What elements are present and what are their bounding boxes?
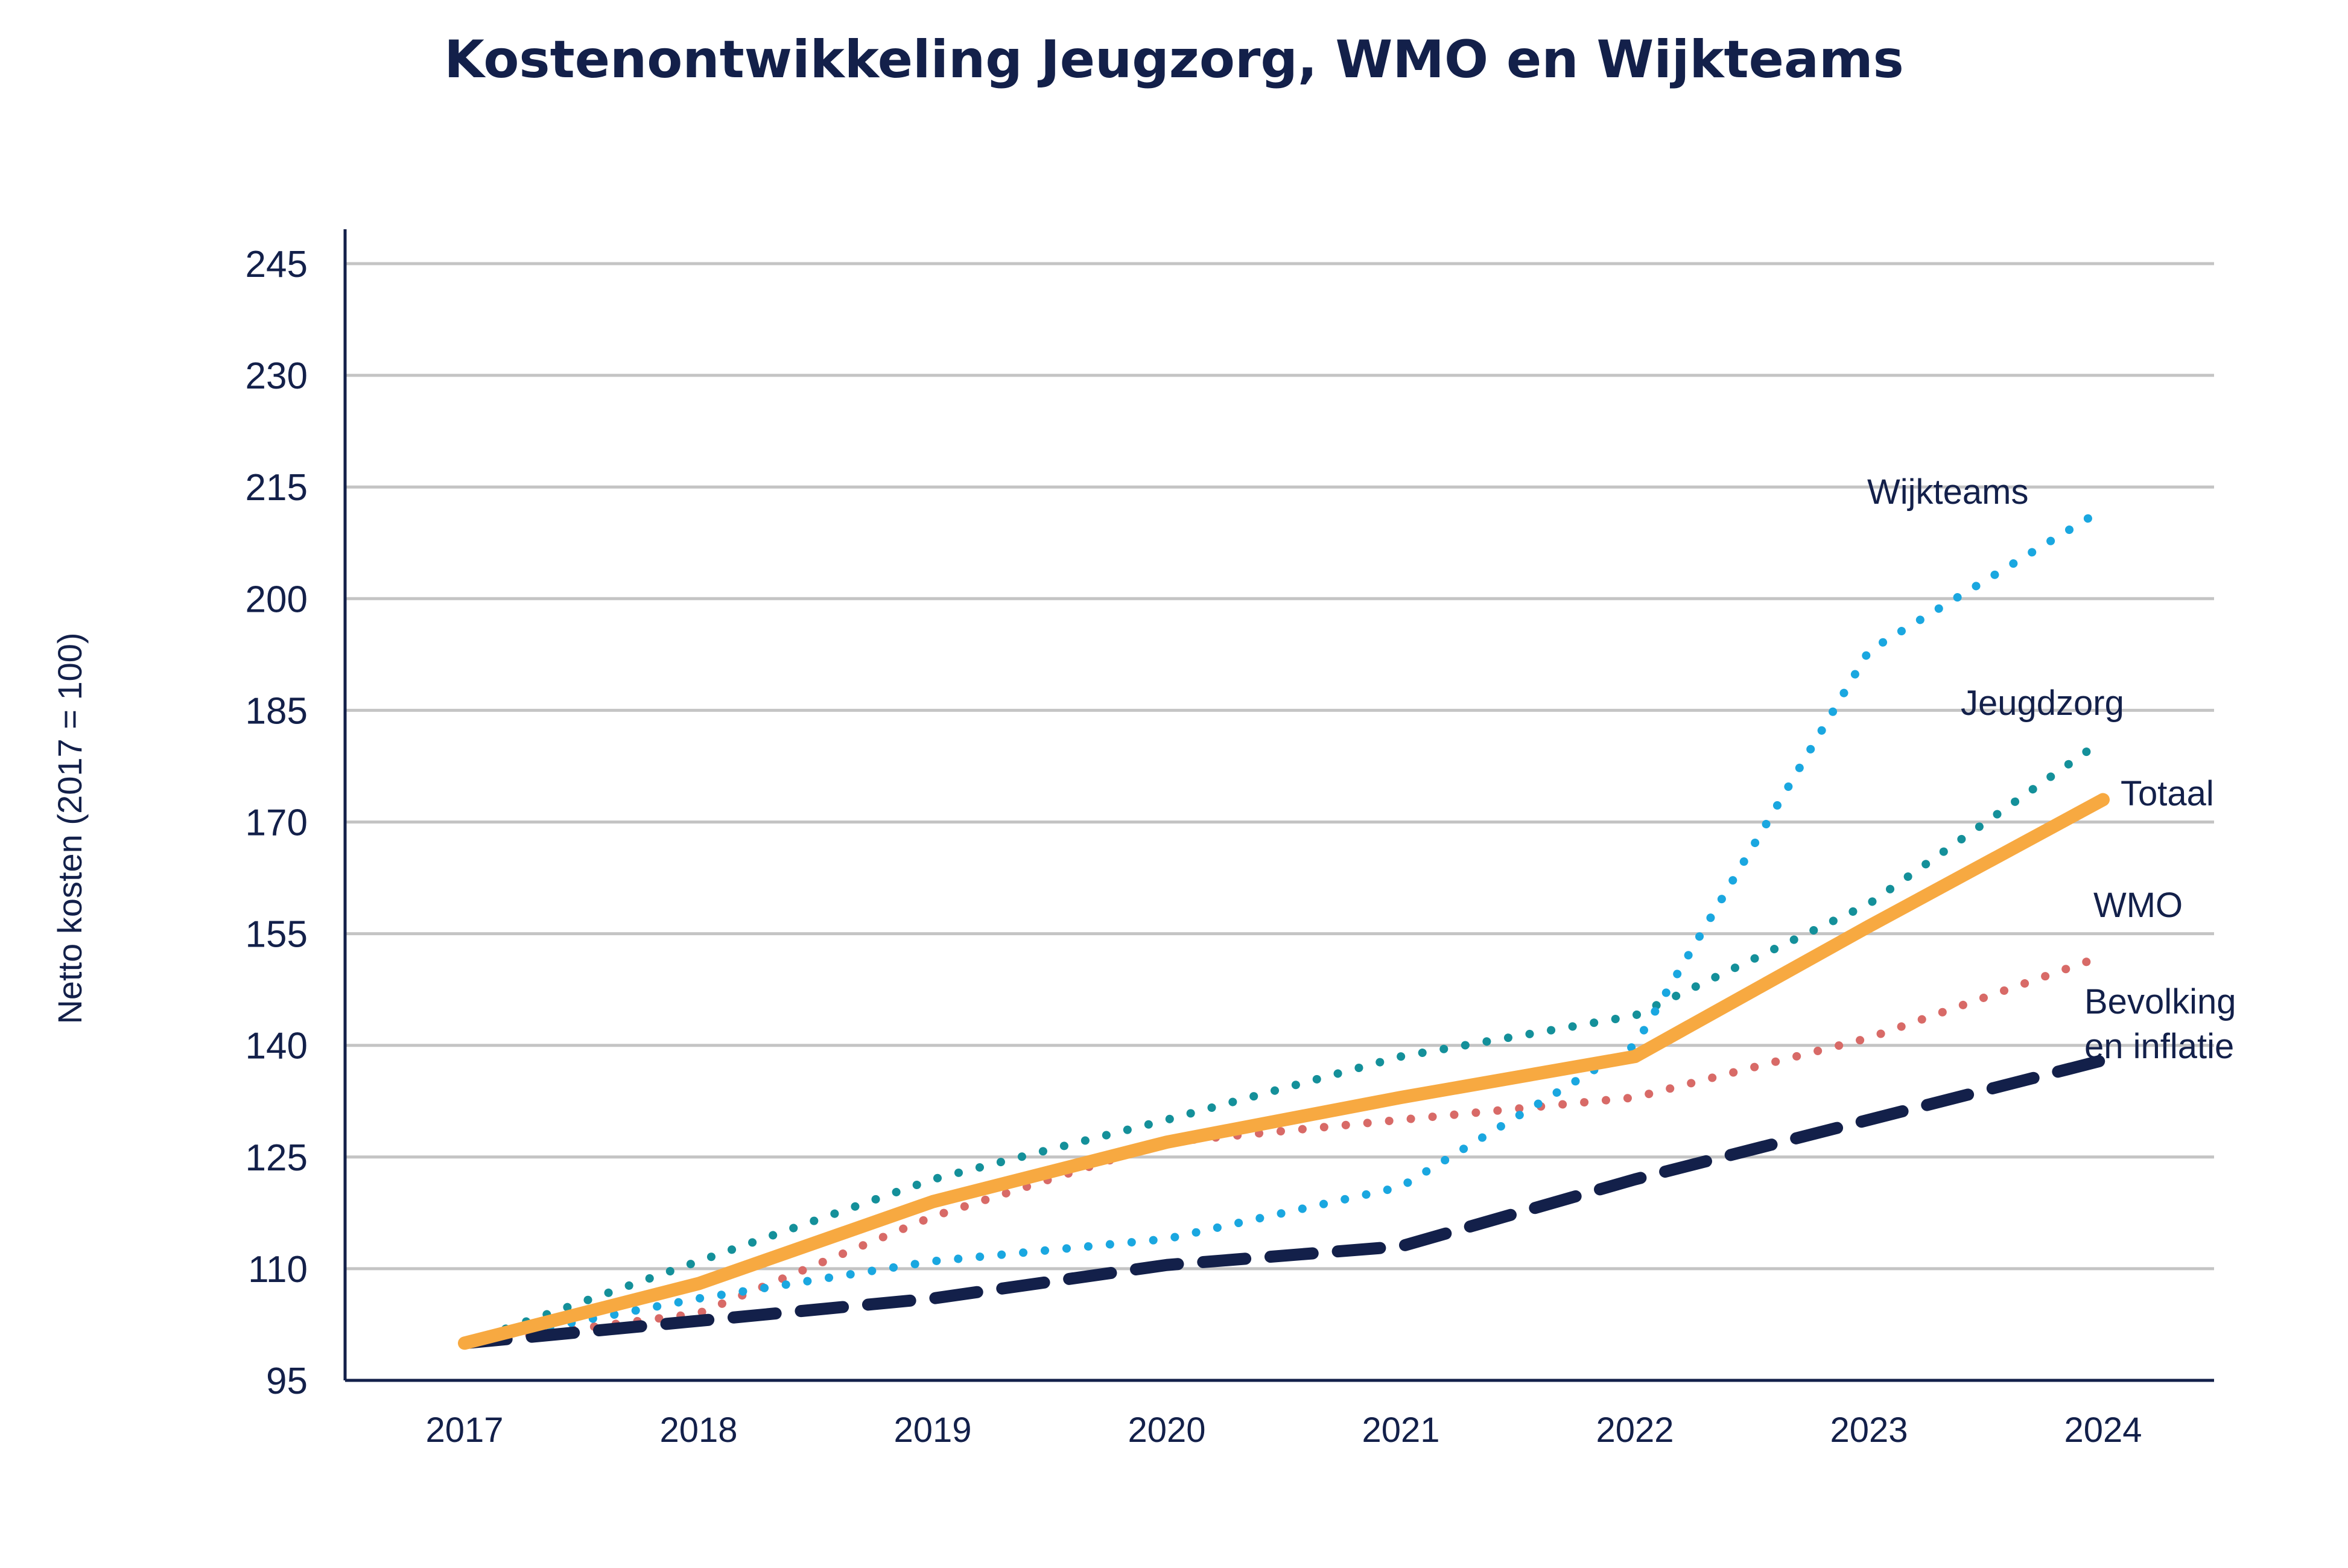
x-tick-label: 2023 — [1830, 1411, 1908, 1450]
series-line-wmo — [460, 951, 2107, 1348]
y-tick-label: 155 — [246, 914, 308, 956]
series-labels: Wijkteams Jeugdzorg Totaal WMO Bevolking en i… — [1867, 472, 2236, 1066]
x-tick-label: 2024 — [2064, 1411, 2142, 1450]
y-tick-labels: 95 110 125 140 155 170 185 200 215 230 245 — [246, 244, 308, 1402]
series-label-bevolking-en-inflatie: Bevolking — [2084, 982, 2236, 1021]
y-axis-label: Netto kosten (2017 = 100) — [51, 632, 89, 1024]
x-tick-labels: 2017 2018 2019 2020 2021 2022 2023 2024 — [425, 1411, 2142, 1450]
series-line-jeugdzorg — [460, 735, 2107, 1348]
y-tick-label: 215 — [246, 467, 308, 509]
chart-title: Kostenontwikkeling Jeugzorg, WMO en Wijk… — [444, 30, 1904, 90]
x-tick-label: 2021 — [1362, 1411, 1439, 1450]
x-tick-label: 2017 — [425, 1411, 503, 1450]
x-tick-label: 2020 — [1128, 1411, 1205, 1450]
series-label-jeugdzorg: Jeugdzorg — [1961, 684, 2124, 723]
y-tick-label: 170 — [246, 802, 308, 844]
x-tick-label: 2022 — [1596, 1411, 1674, 1450]
y-tick-label: 245 — [246, 244, 308, 285]
series-line-wijkteams — [460, 505, 2107, 1348]
y-tick-label: 125 — [246, 1137, 308, 1179]
gridlines — [345, 262, 2214, 1271]
series-line-totaal — [458, 793, 2110, 1350]
series-label-bevolking-en-inflatie: en inflatie — [2084, 1027, 2234, 1066]
series-line-bevolking-en-inflatie — [458, 1054, 2109, 1350]
y-tick-label: 140 — [246, 1026, 308, 1067]
x-tick-label: 2018 — [659, 1411, 737, 1450]
y-tick-label: 110 — [248, 1249, 308, 1290]
y-tick-label: 185 — [246, 690, 308, 732]
y-tick-label: 95 — [266, 1360, 308, 1402]
y-tick-label: 230 — [246, 355, 308, 397]
y-tick-label: 200 — [246, 579, 308, 620]
series-layer — [458, 505, 2110, 1350]
x-tick-label: 2019 — [893, 1411, 971, 1450]
series-label-wmo: WMO — [2093, 886, 2183, 925]
series-label-wijkteams: Wijkteams — [1867, 472, 2028, 512]
series-label-totaal: Totaal — [2121, 774, 2214, 813]
